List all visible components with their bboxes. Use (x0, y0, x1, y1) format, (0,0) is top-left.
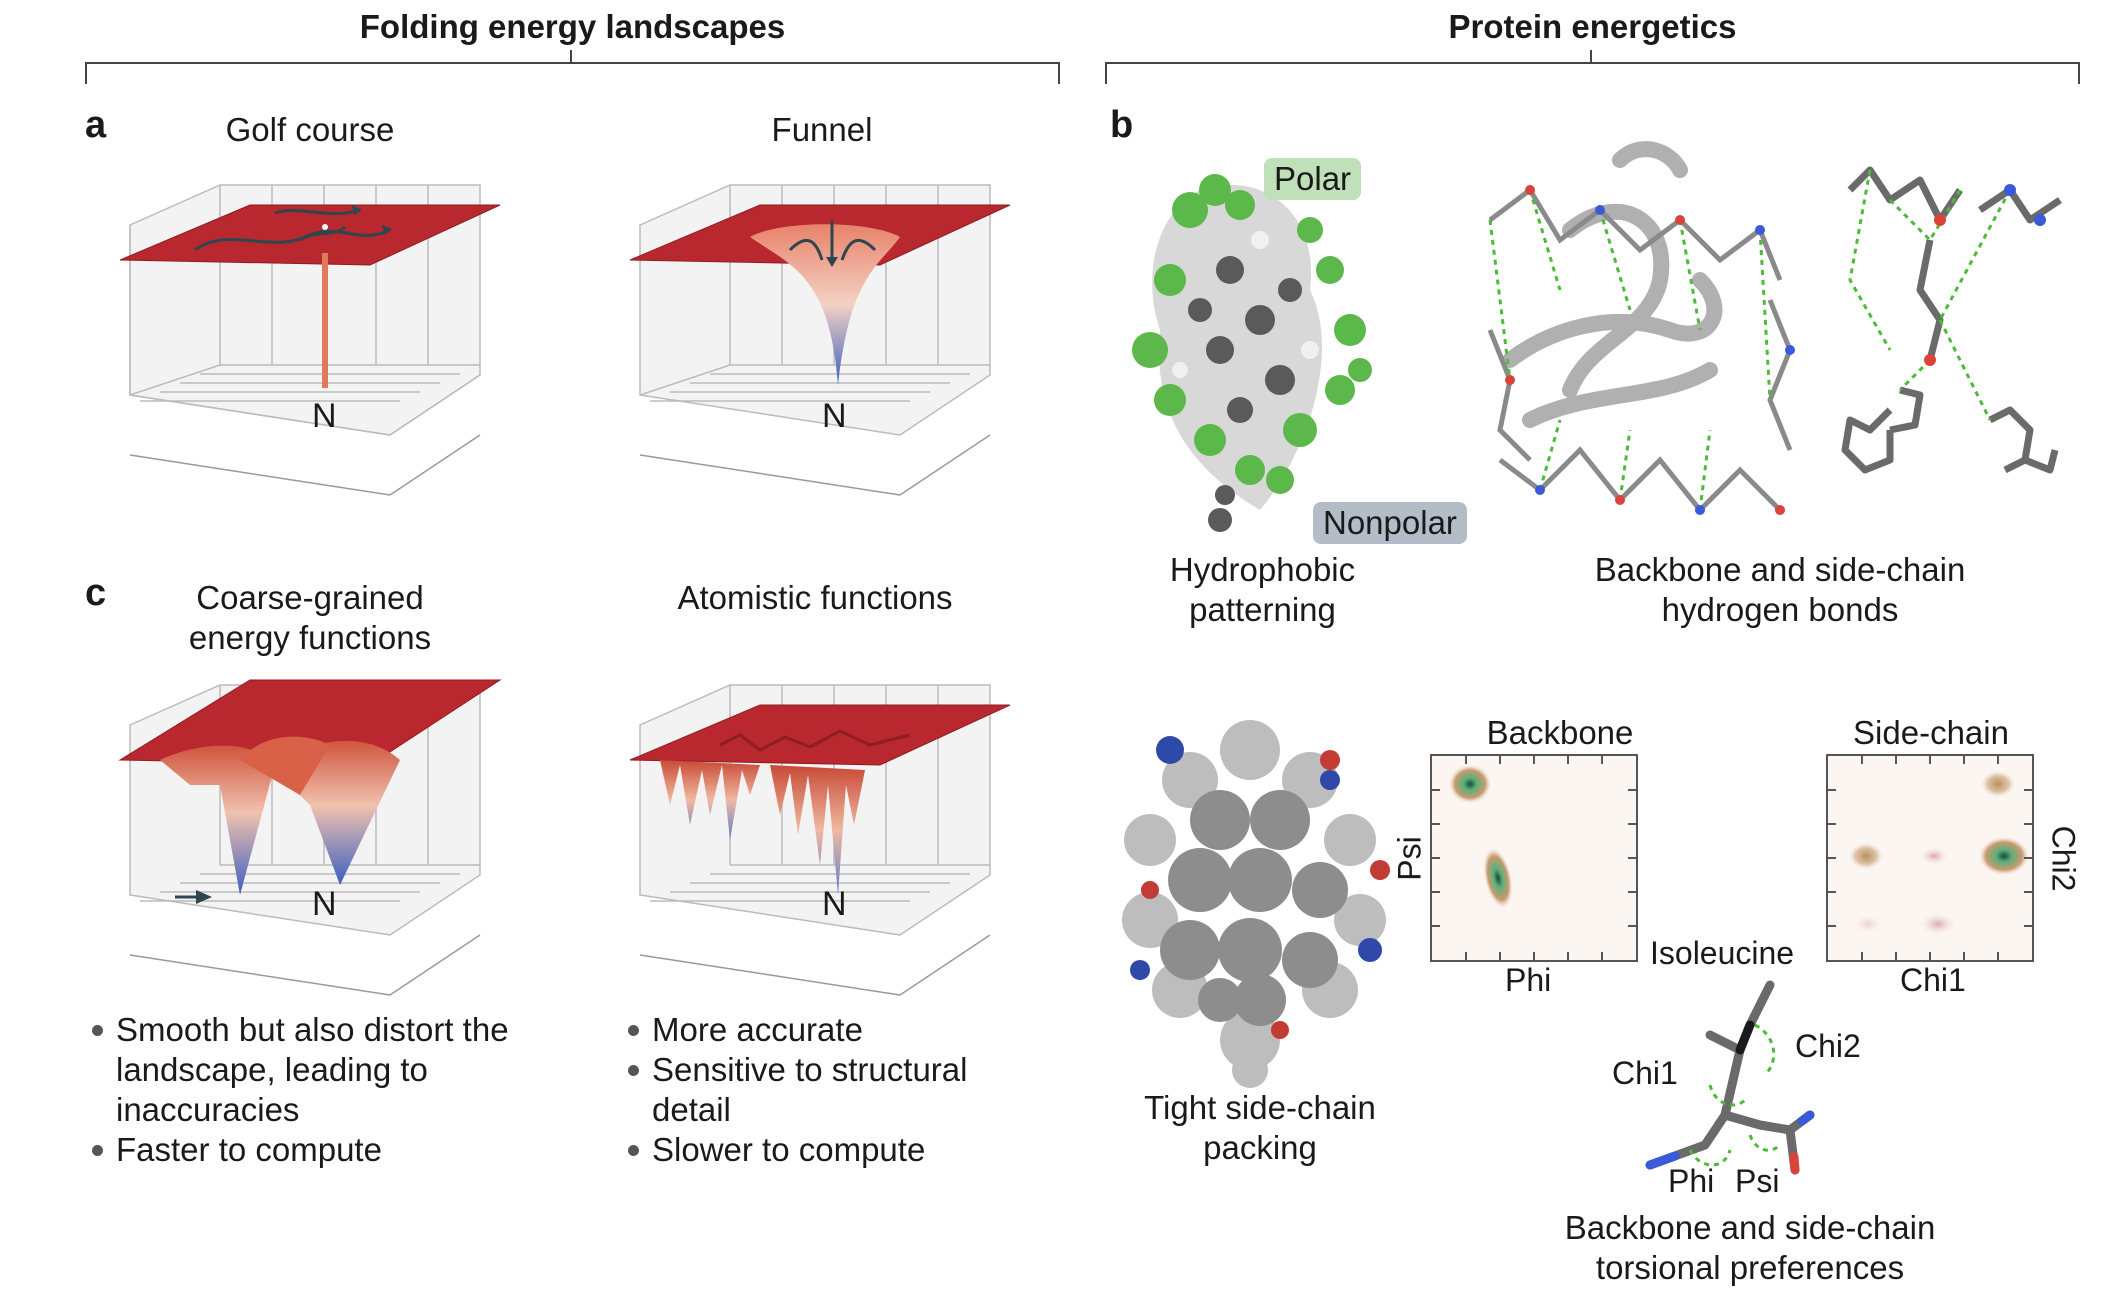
sidechain-plot-title: Side-chain (1853, 714, 2009, 751)
sidechain-plot-ticks (1826, 754, 2034, 962)
golf-course-landscape (119, 184, 501, 496)
golf-native-label: N (312, 397, 337, 435)
backbone-y-label: Psi (1391, 836, 1428, 881)
sidechain-x-label: Chi1 (1900, 962, 1966, 998)
coarse-grained-bullets: Smooth but also distort the landscape, l… (88, 1010, 548, 1170)
atomistic-bullet-3: Slower to compute (624, 1130, 1044, 1170)
psi-label: Psi (1735, 1163, 1780, 1199)
atomistic-landscape (629, 684, 1011, 996)
isoleucine-label: Isoleucine (1650, 935, 1795, 971)
coarse-native-label: N (312, 885, 337, 923)
funnel-landscape (629, 184, 1011, 496)
atomistic-bullet-2: Sensitive to structural detail (624, 1050, 1044, 1130)
left-section-header: Folding energy landscapes (359, 8, 786, 45)
hbond-caption: Backbone and side-chain hydrogen bonds (1594, 551, 1966, 628)
funnel-title: Funnel (771, 111, 873, 148)
coarse-bullet-2: Faster to compute (88, 1130, 548, 1170)
nonpolar-tag: Nonpolar (1313, 502, 1467, 544)
coarse-bullet-1: Smooth but also distort the landscape, l… (88, 1010, 548, 1130)
packing-caption: Tight side-chain packing (1144, 1089, 1376, 1166)
chi2-label: Chi2 (1795, 1028, 1861, 1064)
sidechain-packing-image (1122, 720, 1390, 1088)
panel-c-letter: c (85, 572, 107, 614)
panel-b-letter: b (1110, 104, 1134, 146)
right-section-header: Protein energetics (1448, 8, 1737, 45)
polar-tag: Polar (1264, 158, 1362, 200)
backbone-density-map (1448, 764, 1514, 910)
funnel-native-label: N (822, 397, 847, 435)
atomistic-title: Atomistic functions (677, 579, 953, 616)
sidechain-y-label: Chi2 (2045, 825, 2082, 892)
panel-a-letter: a (85, 104, 107, 146)
right-header-bracket (1105, 62, 2080, 84)
hydrogen-bond-ribbon-image (1487, 141, 1795, 515)
backbone-plot (1430, 754, 1638, 962)
hydrophobic-caption: Hydrophobic patterning (1169, 551, 1356, 628)
sidechain-plot (1826, 754, 2034, 962)
isoleucine-stick-model (1645, 980, 1815, 1175)
backbone-plot-title: Backbone (1486, 714, 1634, 751)
backbone-x-label: Phi (1505, 962, 1552, 998)
chi1-label: Chi1 (1612, 1055, 1678, 1091)
torsion-caption: Backbone and side-chain torsional prefer… (1564, 1209, 1936, 1286)
golf-course-title: Golf course (225, 111, 395, 148)
left-bracket-tick (570, 50, 572, 62)
hydrophobic-protein-image (1132, 174, 1372, 532)
atomistic-native-label: N (822, 885, 847, 923)
coarse-grained-landscape (118, 679, 502, 996)
right-bracket-tick (1590, 50, 1592, 62)
backbone-plot-ticks (1430, 754, 1638, 962)
sidechain-hbond-stick-image (1841, 166, 2062, 474)
left-header-bracket (85, 62, 1060, 84)
coarse-grained-title: Coarse-grained energy functions (188, 579, 432, 656)
phi-label: Phi (1668, 1163, 1715, 1199)
sidechain-density-map (1848, 770, 2030, 936)
atomistic-bullets: More accurate Sensitive to structural de… (624, 1010, 1044, 1170)
atomistic-bullet-1: More accurate (624, 1010, 1044, 1050)
